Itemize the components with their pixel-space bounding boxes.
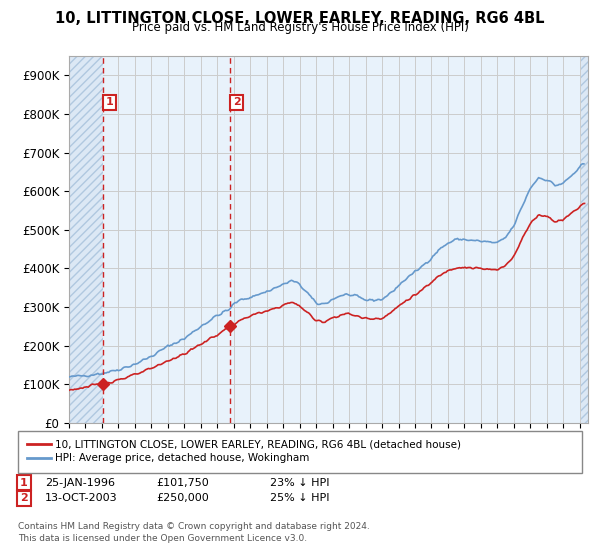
Text: 10, LITTINGTON CLOSE, LOWER EARLEY, READING, RG6 4BL: 10, LITTINGTON CLOSE, LOWER EARLEY, READ… [55, 11, 545, 26]
Bar [581, 56, 588, 423]
Text: £250,000: £250,000 [156, 493, 209, 503]
Text: Contains HM Land Registry data © Crown copyright and database right 2024.
This d: Contains HM Land Registry data © Crown c… [18, 522, 370, 543]
Text: 10, LITTINGTON CLOSE, LOWER EARLEY, READING, RG6 4BL (detached house): 10, LITTINGTON CLOSE, LOWER EARLEY, READ… [55, 439, 461, 449]
Text: £101,750: £101,750 [156, 478, 209, 488]
Text: 13-OCT-2003: 13-OCT-2003 [45, 493, 118, 503]
Text: 25% ↓ HPI: 25% ↓ HPI [270, 493, 329, 503]
Text: 25-JAN-1996: 25-JAN-1996 [45, 478, 115, 488]
Bar [69, 56, 103, 423]
Text: 2: 2 [233, 97, 241, 108]
Text: 23% ↓ HPI: 23% ↓ HPI [270, 478, 329, 488]
Text: Price paid vs. HM Land Registry's House Price Index (HPI): Price paid vs. HM Land Registry's House … [131, 21, 469, 34]
Text: 1: 1 [106, 97, 113, 108]
Bar [103, 56, 581, 423]
Text: 2: 2 [20, 493, 28, 503]
Text: HPI: Average price, detached house, Wokingham: HPI: Average price, detached house, Woki… [55, 452, 310, 463]
Text: 1: 1 [20, 478, 28, 488]
